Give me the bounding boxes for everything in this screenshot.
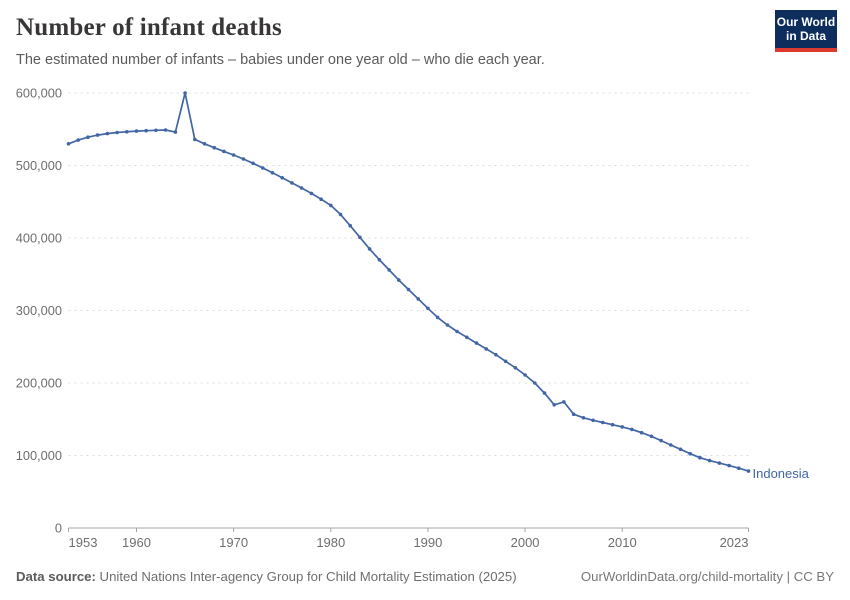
data-point[interactable] <box>377 258 382 262</box>
data-point[interactable] <box>669 443 673 447</box>
data-point[interactable] <box>542 391 547 395</box>
data-point[interactable] <box>86 135 90 139</box>
owid-logo-line2: in Data <box>785 29 826 43</box>
data-point[interactable] <box>474 341 479 345</box>
data-point[interactable] <box>416 297 421 301</box>
data-point[interactable] <box>503 359 508 364</box>
chart-footer: Data source: United Nations Inter-agency… <box>16 569 834 584</box>
data-point[interactable] <box>397 278 401 282</box>
data-point[interactable] <box>231 153 236 157</box>
data-point[interactable] <box>222 149 226 154</box>
data-point[interactable] <box>678 447 683 452</box>
owid-logo[interactable]: Our World in Data <box>775 10 837 52</box>
data-point[interactable] <box>358 235 362 240</box>
x-axis-label: 2023 <box>720 535 749 550</box>
y-axis-label: 400,000 <box>16 231 62 246</box>
data-point[interactable] <box>533 381 537 385</box>
data-point[interactable] <box>144 128 148 133</box>
data-point[interactable] <box>115 130 119 135</box>
data-point[interactable] <box>134 129 139 133</box>
page-title: Number of infant deaths <box>16 14 282 41</box>
data-point[interactable] <box>620 425 624 429</box>
data-point[interactable] <box>552 403 556 407</box>
data-point[interactable] <box>523 373 527 377</box>
owid-link[interactable]: OurWorldinData.org/child-mortality | CC … <box>580 569 834 584</box>
data-point[interactable] <box>630 427 634 432</box>
data-point[interactable] <box>455 329 459 334</box>
data-point[interactable] <box>571 412 576 417</box>
data-point[interactable] <box>125 130 129 134</box>
y-axis-label: 200,000 <box>16 376 62 391</box>
data-point[interactable] <box>299 186 304 190</box>
x-axis-label: 1970 <box>219 535 248 550</box>
data-point[interactable] <box>338 212 343 217</box>
y-axis-label: 600,000 <box>16 86 62 101</box>
data-point[interactable] <box>426 306 430 311</box>
data-point[interactable] <box>513 366 518 370</box>
data-point[interactable] <box>280 176 285 180</box>
data-source: Data source: United Nations Inter-agency… <box>16 569 517 584</box>
data-point[interactable] <box>261 166 265 170</box>
data-point[interactable] <box>367 247 372 251</box>
owid-logo-line1: Our World <box>776 15 836 29</box>
data-point[interactable] <box>581 416 586 420</box>
x-axis-label: 1990 <box>413 535 442 550</box>
data-point[interactable] <box>387 268 391 272</box>
data-point[interactable] <box>241 157 246 161</box>
y-axis-label: 500,000 <box>16 158 62 173</box>
data-point[interactable] <box>639 430 644 435</box>
data-point[interactable] <box>76 138 80 142</box>
data-point[interactable] <box>193 137 197 142</box>
data-point[interactable] <box>435 315 440 320</box>
data-point[interactable] <box>348 223 353 228</box>
data-point[interactable] <box>329 203 333 208</box>
chart-line[interactable] <box>68 92 749 472</box>
data-point[interactable] <box>717 461 722 465</box>
x-axis-label: 1980 <box>316 535 345 550</box>
data-point[interactable] <box>406 287 411 292</box>
data-point[interactable] <box>183 91 187 95</box>
data-point[interactable] <box>465 335 469 340</box>
data-source-label: Data source: <box>16 569 96 584</box>
data-point[interactable] <box>212 145 216 150</box>
data-point[interactable] <box>707 458 712 463</box>
data-point[interactable] <box>154 128 158 133</box>
data-point[interactable] <box>562 400 566 404</box>
data-point[interactable] <box>173 130 178 134</box>
y-axis-label: 300,000 <box>16 303 62 318</box>
data-point[interactable] <box>319 197 323 201</box>
data-point[interactable] <box>659 438 663 443</box>
data-point[interactable] <box>591 418 595 423</box>
data-point[interactable] <box>95 133 100 137</box>
data-point[interactable] <box>309 191 314 196</box>
data-point[interactable] <box>727 463 731 468</box>
data-point[interactable] <box>601 420 605 425</box>
data-point[interactable] <box>484 347 489 351</box>
data-point[interactable] <box>251 161 255 166</box>
data-point[interactable] <box>746 469 751 473</box>
data-point[interactable] <box>445 323 450 327</box>
data-point[interactable] <box>202 142 207 146</box>
data-point[interactable] <box>270 171 275 175</box>
x-axis-label: 1953 <box>69 535 98 550</box>
series-label[interactable]: Indonesia <box>753 466 810 481</box>
data-point[interactable] <box>688 451 692 456</box>
data-point[interactable] <box>737 466 741 471</box>
data-point[interactable] <box>610 422 615 427</box>
x-axis-label: 2010 <box>608 535 637 550</box>
data-point[interactable] <box>649 434 654 439</box>
page-subtitle: The estimated number of infants – babies… <box>16 52 545 68</box>
x-axis-label: 2000 <box>511 535 540 550</box>
data-point[interactable] <box>105 131 110 136</box>
data-point[interactable] <box>163 128 168 132</box>
data-point[interactable] <box>66 142 71 146</box>
data-source-text: United Nations Inter-agency Group for Ch… <box>95 569 517 584</box>
y-axis-label: 0 <box>55 521 62 536</box>
data-point[interactable] <box>494 352 498 357</box>
y-axis-label: 100,000 <box>16 448 62 463</box>
data-point[interactable] <box>290 181 294 185</box>
x-axis-label: 1960 <box>122 535 151 550</box>
data-point[interactable] <box>698 455 702 460</box>
